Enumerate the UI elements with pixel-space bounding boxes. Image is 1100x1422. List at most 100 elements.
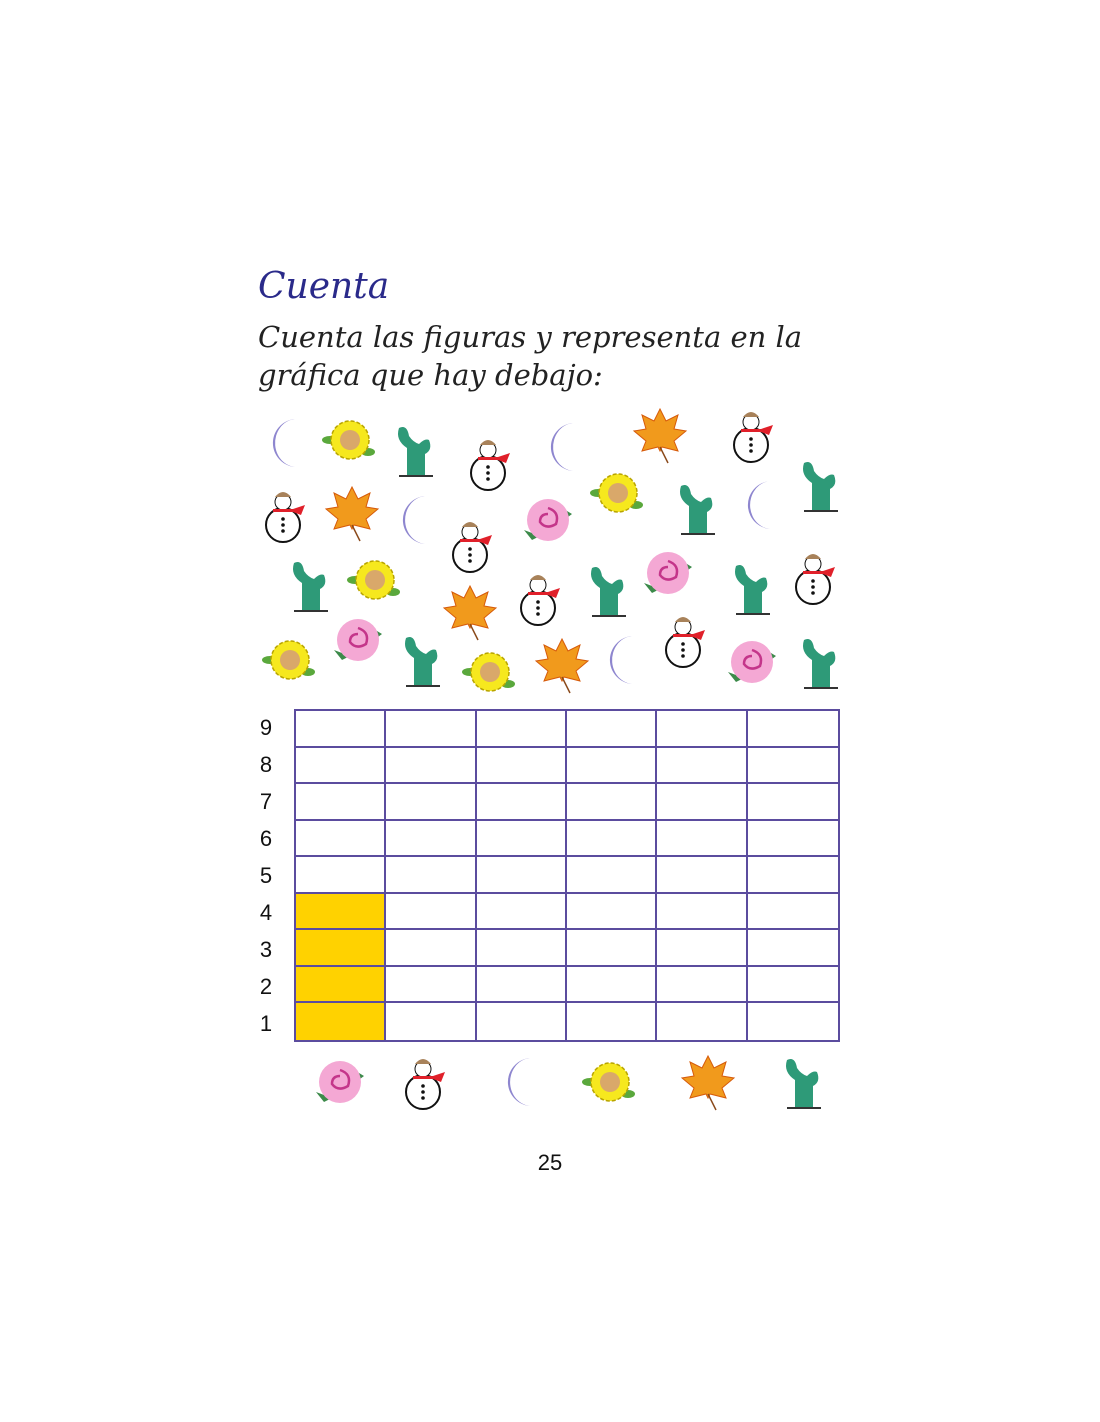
- moon-icon: [490, 1052, 550, 1112]
- bar-graph-grid: [294, 709, 840, 1042]
- cell-leaf-7: [657, 784, 748, 821]
- cactus-icon: [392, 630, 452, 690]
- sunflower-icon: [345, 550, 405, 610]
- y-tick-label: 9: [259, 714, 273, 740]
- cell-sunflower-8: [567, 747, 658, 785]
- cactus-icon: [722, 558, 782, 618]
- moon-icon: [385, 490, 445, 550]
- y-tick-label: 6: [259, 825, 273, 851]
- cactus-icon: [667, 478, 727, 538]
- cell-snowman-4: [386, 893, 477, 931]
- cell-cactus-8: [747, 748, 838, 785]
- rose-icon: [638, 543, 698, 603]
- cell-moon-3: [476, 930, 567, 967]
- cell-rose-6: [296, 820, 387, 858]
- cell-moon-7: [476, 784, 567, 821]
- cell-moon-4: [476, 893, 567, 931]
- snowman-icon: [723, 405, 783, 465]
- cell-snowman-1: [386, 1003, 477, 1040]
- cell-leaf-2: [657, 966, 748, 1004]
- cell-snowman-6: [386, 820, 477, 858]
- cell-leaf-3: [657, 930, 748, 967]
- rose-icon: [310, 1052, 370, 1112]
- y-tick-label: 5: [259, 862, 273, 888]
- cell-snowman-2: [386, 966, 477, 1004]
- cell-snowman-9: [386, 711, 477, 748]
- cell-sunflower-6: [567, 820, 658, 858]
- snowman-icon: [395, 1052, 455, 1112]
- cell-cactus-5: [747, 857, 838, 894]
- snowman-icon: [255, 485, 315, 545]
- cell-sunflower-1: [567, 1003, 658, 1040]
- rose-icon: [518, 490, 578, 550]
- cell-leaf-4: [657, 893, 748, 931]
- cell-snowman-8: [386, 747, 477, 785]
- cell-sunflower-2: [567, 966, 658, 1004]
- y-tick-label: 4: [259, 899, 273, 925]
- snowman-icon: [655, 610, 715, 670]
- leaf-icon: [322, 483, 382, 543]
- sunflower-icon: [588, 463, 648, 523]
- sunflower-icon: [260, 630, 320, 690]
- y-tick-label: 8: [259, 751, 273, 777]
- filled-cell-rose-2: [296, 966, 387, 1004]
- instruction-text: Cuenta las figuras y representa en la gr…: [258, 320, 803, 392]
- cell-snowman-3: [386, 930, 477, 967]
- leaf-icon: [678, 1052, 738, 1112]
- snowman-icon: [460, 433, 520, 493]
- cell-sunflower-4: [567, 893, 658, 931]
- cell-cactus-4: [747, 894, 838, 931]
- cell-moon-5: [476, 857, 567, 894]
- cell-sunflower-7: [567, 784, 658, 821]
- cell-leaf-8: [657, 747, 748, 785]
- cell-moon-6: [476, 820, 567, 858]
- cell-leaf-9: [657, 711, 748, 748]
- filled-cell-rose-3: [296, 930, 387, 967]
- moon-icon: [730, 475, 790, 535]
- snowman-icon: [442, 515, 502, 575]
- cell-sunflower-9: [567, 711, 658, 748]
- cactus-icon: [773, 1052, 833, 1112]
- moon-icon: [592, 630, 652, 690]
- cell-rose-8: [296, 747, 387, 785]
- cell-leaf-6: [657, 820, 748, 858]
- cell-rose-9: [296, 711, 387, 748]
- cell-moon-8: [476, 747, 567, 785]
- page-number: 25: [537, 1150, 563, 1175]
- filled-cell-rose-4: [296, 893, 387, 931]
- y-tick-label: 7: [259, 788, 273, 814]
- cactus-icon: [280, 555, 340, 615]
- y-tick-label: 1: [259, 1010, 273, 1036]
- cell-moon-1: [477, 1003, 567, 1040]
- cell-moon-2: [476, 966, 567, 1004]
- snowman-icon: [785, 547, 845, 607]
- sunflower-icon: [460, 642, 520, 702]
- cactus-icon: [790, 455, 850, 515]
- leaf-icon: [630, 405, 690, 465]
- sunflower-icon: [580, 1052, 640, 1112]
- cell-rose-5: [296, 857, 387, 894]
- filled-cell-rose-1: [296, 1003, 387, 1040]
- cell-leaf-5: [657, 857, 748, 894]
- cell-cactus-6: [747, 821, 838, 858]
- moon-icon: [533, 417, 593, 477]
- cell-sunflower-5: [567, 857, 658, 894]
- worksheet-title: Cuenta: [258, 266, 390, 307]
- cell-leaf-1: [657, 1003, 748, 1040]
- moon-icon: [255, 413, 315, 473]
- sunflower-icon: [320, 410, 380, 470]
- snowman-icon: [510, 568, 570, 628]
- cell-snowman-7: [386, 784, 477, 821]
- cactus-icon: [790, 632, 850, 692]
- rose-icon: [722, 632, 782, 692]
- cell-snowman-5: [386, 857, 477, 894]
- rose-icon: [328, 610, 388, 670]
- cactus-icon: [578, 560, 638, 620]
- cell-cactus-7: [747, 784, 838, 821]
- cactus-icon: [385, 420, 445, 480]
- leaf-icon: [532, 635, 592, 695]
- cell-cactus-1: [748, 1003, 838, 1040]
- cell-moon-9: [476, 711, 567, 748]
- cell-rose-7: [296, 784, 387, 821]
- y-tick-label: 2: [259, 973, 273, 999]
